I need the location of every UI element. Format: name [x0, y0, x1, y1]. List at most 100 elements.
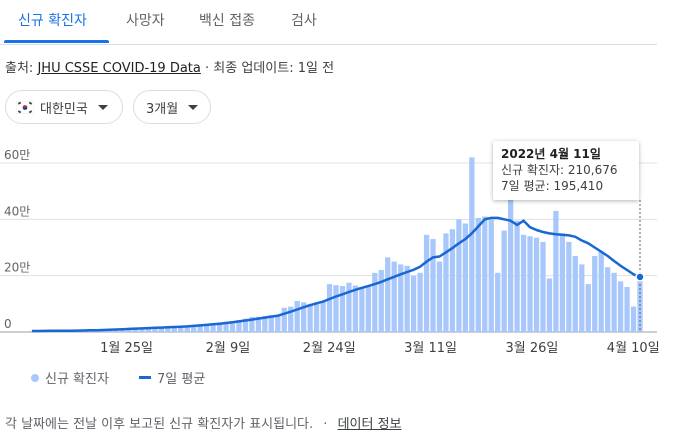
case-bar [242, 318, 249, 332]
case-bar [430, 239, 436, 332]
case-bar [456, 219, 462, 332]
case-bar [572, 255, 578, 332]
region-dropdown[interactable]: 대한민국 [5, 90, 123, 124]
case-bar [617, 281, 624, 332]
case-bar [359, 286, 365, 332]
case-bar [630, 306, 637, 332]
tab-new-cases[interactable]: 신규 확진자 [18, 13, 87, 29]
x-tick-label: 3월 26일 [505, 341, 558, 356]
tooltip-cases: 신규 확진자: 210,676 [501, 162, 631, 178]
case-bar [333, 285, 339, 332]
case-bar [592, 255, 598, 332]
footer-note: 각 날짜에는 전날 이후 보고된 신규 확진자가 표시됩니다. · 데이터 정보 [5, 413, 402, 432]
case-bar [540, 241, 546, 332]
case-bar [326, 284, 333, 332]
case-bar [281, 307, 287, 332]
case-bar [475, 217, 481, 332]
case-bar [495, 272, 501, 332]
hover-point [635, 272, 645, 282]
x-tick-label: 2월 9일 [206, 341, 251, 356]
legend-item-cases: 신규 확진자 [31, 368, 109, 387]
case-bar [514, 220, 520, 332]
case-bar [255, 316, 262, 332]
legend-average-label: 7일 평균 [157, 372, 206, 387]
y-tick-label: 0 [4, 317, 12, 331]
case-bar [210, 323, 216, 332]
case-bar [223, 321, 229, 332]
source-prefix: 출처: [5, 61, 34, 76]
region-label: 대한민국 [40, 101, 88, 117]
case-bar [301, 302, 307, 332]
y-tick-label: 60만 [4, 148, 30, 162]
case-bar [346, 282, 352, 332]
case-bar [553, 210, 559, 332]
case-bar [637, 272, 643, 332]
chart-tooltip: 2022년 4월 11일 신규 확진자: 210,676 7일 평균: 195,… [493, 141, 639, 200]
case-bar [378, 270, 384, 332]
case-bar [145, 327, 152, 332]
tab-vaccinations[interactable]: 백신 접종 [199, 13, 255, 29]
chevron-down-icon [97, 104, 108, 110]
period-dropdown[interactable]: 3개월 [133, 90, 211, 124]
case-bar [501, 230, 507, 332]
case-bar [449, 229, 456, 332]
case-bar [365, 285, 371, 332]
case-bar [423, 234, 430, 332]
case-bar [352, 285, 359, 332]
case-bar [339, 286, 346, 332]
case-bar [508, 165, 514, 332]
tooltip-average: 7일 평균: 195,410 [501, 178, 631, 194]
case-bar [171, 326, 177, 332]
case-bar [385, 257, 391, 332]
source-link[interactable]: JHU CSSE COVID-19 Data [37, 61, 201, 76]
case-bar [132, 327, 139, 332]
case-bar [417, 272, 423, 332]
case-bar [398, 264, 404, 332]
case-bar [197, 324, 203, 332]
tooltip-average-label: 7일 평균: [501, 179, 550, 193]
average-polyline [32, 216, 641, 333]
y-tick-label: 40만 [4, 204, 30, 218]
y-tick-label: 20만 [4, 261, 30, 275]
legend-item-average: 7일 평균 [139, 368, 205, 387]
footer-text: 각 날짜에는 전날 이후 보고된 신규 확진자가 표시됩니다. [5, 417, 314, 432]
case-bar [307, 303, 313, 332]
case-bar [262, 315, 268, 332]
case-bar [216, 322, 223, 332]
case-bar [404, 265, 410, 332]
tab-deaths[interactable]: 사망자 [126, 13, 165, 29]
korea-flag-icon [16, 100, 34, 114]
case-bar [158, 327, 164, 332]
average-line [32, 216, 641, 333]
case-bar [488, 219, 494, 332]
case-bar [546, 278, 553, 332]
case-bar [126, 328, 132, 332]
tooltip-date: 2022년 4월 11일 [501, 147, 601, 161]
case-bar [605, 267, 611, 332]
case-bar [585, 284, 591, 332]
case-bars [29, 157, 643, 332]
active-tab-indicator [4, 40, 109, 43]
legend-cases-label: 신규 확진자 [45, 372, 109, 387]
case-bar [204, 323, 210, 332]
data-info-link[interactable]: 데이터 정보 [337, 417, 402, 432]
case-bar [579, 264, 585, 332]
x-tick-label: 4월 10일 [607, 341, 660, 356]
case-bar [372, 272, 378, 332]
x-tick-label: 3월 11일 [404, 341, 457, 356]
case-bar [559, 233, 566, 332]
case-bar [288, 306, 294, 332]
tab-testing[interactable]: 검사 [291, 13, 317, 29]
case-bar [527, 236, 533, 332]
legend-dot-icon [31, 373, 39, 382]
case-bar [611, 272, 617, 332]
case-bar [249, 317, 255, 332]
case-bar [462, 223, 468, 332]
source-separator: · [205, 61, 210, 76]
case-bar [391, 261, 397, 332]
case-bar [566, 241, 572, 332]
legend-line-icon [139, 376, 151, 379]
case-bar [443, 233, 449, 332]
tooltip-average-value: 195,410 [553, 179, 604, 193]
source-line: 출처: JHU CSSE COVID-19 Data · 최종 업데이트: 1일… [5, 57, 334, 76]
